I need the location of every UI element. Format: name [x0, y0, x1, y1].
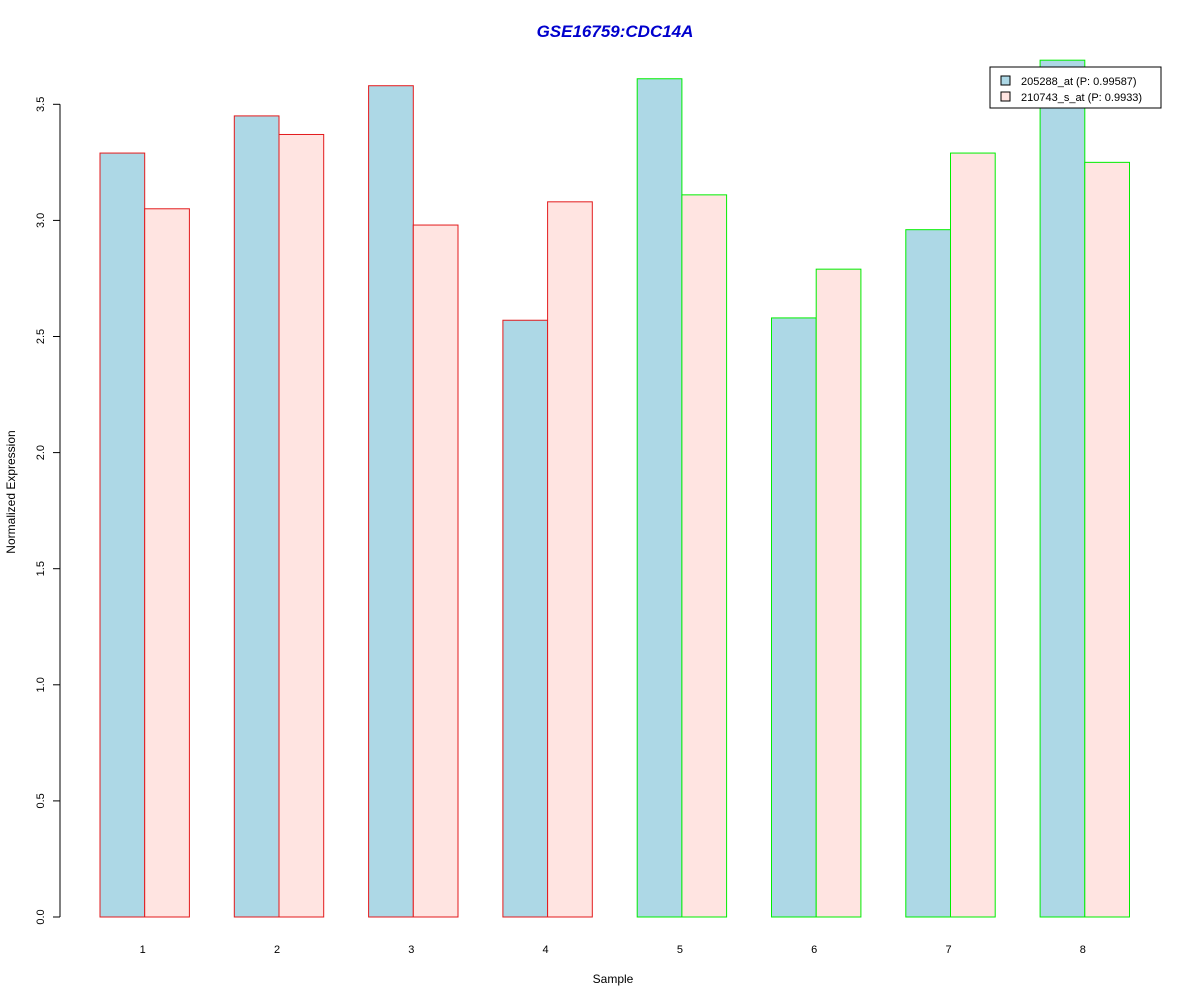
bar — [503, 320, 548, 917]
x-tick-label: 2 — [274, 944, 280, 956]
bar — [682, 195, 727, 917]
y-tick-label: 1.0 — [35, 677, 47, 692]
bar — [413, 225, 458, 917]
y-tick-label: 2.0 — [35, 445, 47, 460]
bar — [100, 153, 145, 917]
bar — [369, 86, 414, 917]
x-tick-label: 1 — [140, 944, 146, 956]
bar — [548, 202, 593, 917]
x-tick-label: 3 — [408, 944, 414, 956]
bar — [951, 153, 996, 917]
y-tick-label: 1.5 — [35, 561, 47, 576]
bar — [145, 209, 190, 917]
y-tick-label: 0.5 — [35, 793, 47, 808]
x-tick-label: 4 — [543, 944, 549, 956]
bar — [906, 230, 951, 917]
bars-group — [100, 60, 1130, 917]
x-tick-label: 8 — [1080, 944, 1086, 956]
y-axis-label: Normalized Expression — [4, 430, 18, 553]
bar — [279, 134, 324, 917]
y-tick-label: 0.0 — [35, 909, 47, 924]
bar — [1040, 60, 1085, 917]
x-tick-label: 5 — [677, 944, 683, 956]
chart-title: GSE16759:CDC14A — [537, 22, 694, 41]
bar — [772, 318, 817, 917]
legend-swatch — [1001, 76, 1010, 85]
x-axis-label: Sample — [593, 972, 634, 986]
y-tick-label: 3.5 — [35, 97, 47, 112]
bar — [637, 79, 682, 917]
x-tick-labels: 1 2 3 4 5 6 7 8 — [140, 944, 1086, 956]
y-tick-label: 3.0 — [35, 213, 47, 228]
legend: 205288_at (P: 0.99587) 210743_s_at (P: 0.… — [990, 67, 1161, 108]
x-tick-label: 7 — [945, 944, 951, 956]
bar — [816, 269, 861, 917]
y-tick-label: 2.5 — [35, 329, 47, 344]
legend-entry-label: 205288_at (P: 0.99587) — [1021, 76, 1137, 88]
legend-swatch — [1001, 92, 1010, 101]
y-axis: 0.0 0.5 1.0 1.5 2.0 2.5 3.0 3.5 — [35, 97, 60, 925]
bar — [234, 116, 279, 917]
bar — [1085, 162, 1130, 917]
legend-entry-label: 210743_s_at (P: 0.9933) — [1021, 92, 1142, 104]
x-tick-label: 6 — [811, 944, 817, 956]
